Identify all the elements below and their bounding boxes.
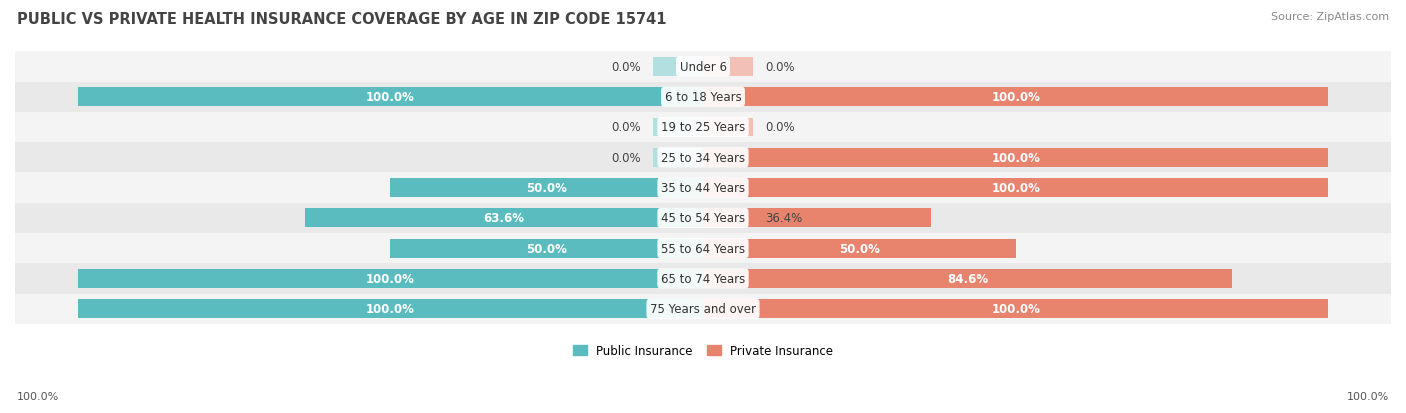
Bar	[652, 118, 703, 137]
Bar	[703, 58, 754, 77]
Bar	[15, 263, 1391, 294]
Bar	[77, 88, 703, 107]
Text: 100.0%: 100.0%	[1347, 392, 1389, 401]
Bar	[703, 300, 1329, 318]
Bar	[15, 233, 1391, 263]
Text: 0.0%: 0.0%	[765, 121, 796, 134]
Text: 50.0%: 50.0%	[839, 242, 880, 255]
Bar	[15, 173, 1391, 203]
Bar	[305, 209, 703, 228]
Text: 65 to 74 Years: 65 to 74 Years	[661, 272, 745, 285]
Bar	[15, 294, 1391, 324]
Bar	[703, 269, 1232, 288]
Bar	[703, 149, 1329, 167]
Text: 100.0%: 100.0%	[366, 303, 415, 316]
Text: 100.0%: 100.0%	[991, 303, 1040, 316]
Bar	[77, 269, 703, 288]
Bar	[703, 179, 1329, 197]
Text: 0.0%: 0.0%	[610, 152, 641, 164]
Text: PUBLIC VS PRIVATE HEALTH INSURANCE COVERAGE BY AGE IN ZIP CODE 15741: PUBLIC VS PRIVATE HEALTH INSURANCE COVER…	[17, 12, 666, 27]
Bar	[703, 209, 931, 228]
Text: 45 to 54 Years: 45 to 54 Years	[661, 212, 745, 225]
Bar	[15, 113, 1391, 143]
Text: 84.6%: 84.6%	[948, 272, 988, 285]
Text: 0.0%: 0.0%	[610, 61, 641, 74]
Text: Source: ZipAtlas.com: Source: ZipAtlas.com	[1271, 12, 1389, 22]
Text: 50.0%: 50.0%	[526, 242, 567, 255]
Text: Under 6: Under 6	[679, 61, 727, 74]
Text: 100.0%: 100.0%	[991, 152, 1040, 164]
Text: 25 to 34 Years: 25 to 34 Years	[661, 152, 745, 164]
Text: 100.0%: 100.0%	[991, 182, 1040, 195]
Text: 36.4%: 36.4%	[765, 212, 803, 225]
Bar	[15, 52, 1391, 82]
Text: 0.0%: 0.0%	[765, 61, 796, 74]
Bar	[391, 179, 703, 197]
Bar	[77, 300, 703, 318]
Bar	[15, 203, 1391, 233]
Bar	[703, 239, 1015, 258]
Bar	[652, 58, 703, 77]
Legend: Public Insurance, Private Insurance: Public Insurance, Private Insurance	[568, 339, 838, 362]
Text: 100.0%: 100.0%	[366, 91, 415, 104]
Bar	[15, 143, 1391, 173]
Bar	[391, 239, 703, 258]
Text: 100.0%: 100.0%	[17, 392, 59, 401]
Text: 75 Years and over: 75 Years and over	[650, 303, 756, 316]
Text: 50.0%: 50.0%	[526, 182, 567, 195]
Text: 100.0%: 100.0%	[366, 272, 415, 285]
Bar	[703, 88, 1329, 107]
Bar	[652, 149, 703, 167]
Text: 35 to 44 Years: 35 to 44 Years	[661, 182, 745, 195]
Text: 0.0%: 0.0%	[610, 121, 641, 134]
Text: 6 to 18 Years: 6 to 18 Years	[665, 91, 741, 104]
Text: 63.6%: 63.6%	[484, 212, 524, 225]
Text: 19 to 25 Years: 19 to 25 Years	[661, 121, 745, 134]
Bar	[15, 82, 1391, 113]
Text: 100.0%: 100.0%	[991, 91, 1040, 104]
Text: 55 to 64 Years: 55 to 64 Years	[661, 242, 745, 255]
Bar	[703, 118, 754, 137]
